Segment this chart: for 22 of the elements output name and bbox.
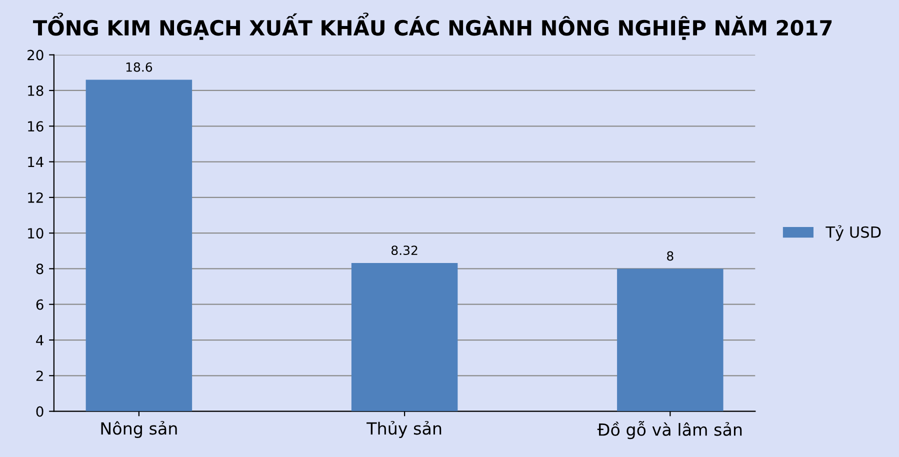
x-tick-label: Nông sản xyxy=(101,421,177,438)
y-tick-label: 10 xyxy=(28,228,44,239)
y-tick-label: 6 xyxy=(36,299,44,310)
x-tick-label: Thủy sản xyxy=(366,421,442,438)
y-tick-label: 18 xyxy=(28,85,44,96)
y-tick-label: 0 xyxy=(36,406,44,417)
data-label: 18.6 xyxy=(126,62,152,72)
legend-label: Tỷ USD xyxy=(826,225,881,241)
data-label: 8.32 xyxy=(391,246,418,256)
x-tick-label: Đồ gỗ và lâm sản xyxy=(597,421,742,440)
bar xyxy=(351,263,458,412)
bar xyxy=(86,80,192,412)
y-tick-label: 12 xyxy=(28,192,43,203)
data-label: 8 xyxy=(667,251,674,261)
y-tick-label: 20 xyxy=(28,50,44,60)
y-tick-label: 4 xyxy=(36,335,44,346)
chart-title: TỔNG KIM NGẠCH XUẤT KHẨU CÁC NGÀNH NÔNG NGHIỆP NĂM 2017 xyxy=(33,12,832,40)
y-tick-label: 14 xyxy=(28,156,44,168)
bar xyxy=(617,268,724,412)
y-tick-label: 16 xyxy=(28,121,44,132)
y-tick-label: 2 xyxy=(36,370,43,381)
y-tick-label: 8 xyxy=(36,264,44,274)
